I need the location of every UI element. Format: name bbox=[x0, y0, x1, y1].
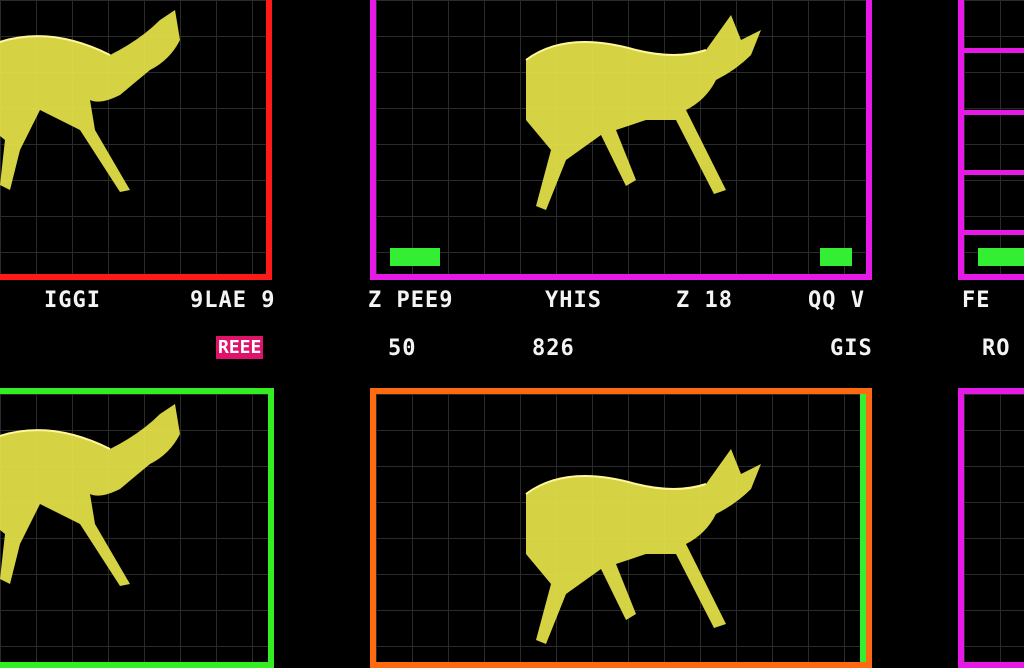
green-marker bbox=[978, 248, 1024, 266]
label-4: YHIS bbox=[545, 288, 602, 313]
stripe bbox=[964, 48, 1024, 53]
label-8: 50 bbox=[388, 336, 417, 361]
green-marker bbox=[390, 248, 440, 266]
stripe bbox=[964, 230, 1024, 235]
preview-panel-3[interactable] bbox=[958, 0, 1024, 280]
green-marker bbox=[820, 248, 852, 266]
status-tag: REEE bbox=[216, 336, 264, 359]
preview-panel-4[interactable] bbox=[0, 388, 274, 668]
animal-figure-icon bbox=[525, 449, 761, 644]
stripe bbox=[964, 170, 1024, 175]
label-11: RO bbox=[982, 336, 1011, 361]
green-edge bbox=[860, 394, 866, 662]
label-7: FE bbox=[962, 288, 991, 313]
animal-figure-icon bbox=[0, 10, 180, 192]
preview-panel-6[interactable] bbox=[958, 388, 1024, 668]
preview-panel-1[interactable] bbox=[0, 0, 272, 280]
label-6: QQ V bbox=[808, 288, 865, 313]
stripe bbox=[964, 110, 1024, 115]
label-1: IGGI bbox=[44, 288, 101, 313]
preview-panel-5[interactable] bbox=[370, 388, 872, 668]
preview-panel-2[interactable] bbox=[370, 0, 872, 280]
animal-figure-icon bbox=[0, 404, 180, 586]
label-2: 9LAE 9 bbox=[190, 288, 276, 313]
label-10: GIS bbox=[830, 336, 873, 361]
label-5: Z 18 bbox=[676, 288, 733, 313]
label-3: Z PEE9 bbox=[368, 288, 454, 313]
animal-figure-icon bbox=[525, 15, 761, 210]
label-9: 826 bbox=[532, 336, 575, 361]
